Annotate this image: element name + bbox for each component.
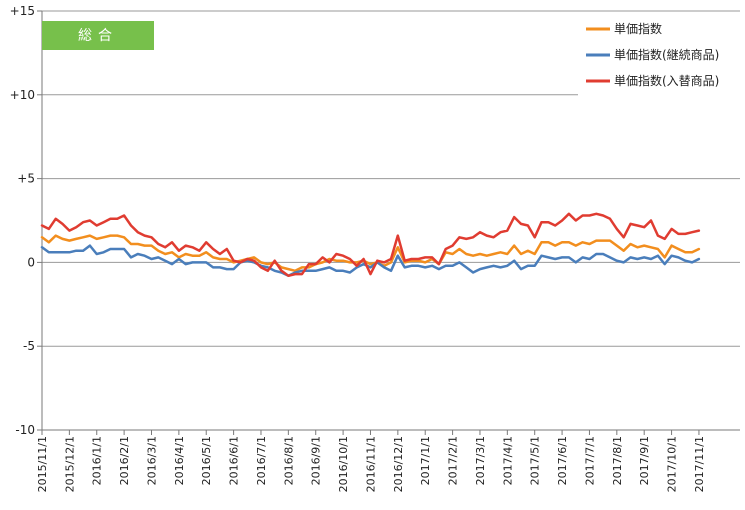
x-tick-label-16: 2017/3/1 — [474, 436, 487, 485]
y-tick-label-2: +5 — [17, 172, 35, 186]
badge: 総合 — [42, 21, 154, 50]
series-line-0 — [40, 234, 701, 273]
x-tick-label-8: 2016/7/1 — [255, 436, 268, 485]
x-tick-label-21: 2017/8/1 — [611, 436, 624, 485]
x-tick-label-18: 2017/5/1 — [529, 436, 542, 485]
x-tick-label-12: 2016/11/1 — [364, 436, 377, 492]
x-tick-label-14: 2017/1/1 — [419, 436, 432, 485]
badge-background — [42, 21, 154, 50]
x-tick-label-19: 2017/6/1 — [556, 436, 569, 485]
y-tick-label-0: +15 — [10, 4, 35, 18]
x-tick-label-17: 2017/4/1 — [501, 436, 514, 485]
badge-label: 総合 — [78, 28, 118, 44]
legend-label-2: 単価指数(入替商品) — [614, 73, 719, 88]
x-tick-label-3: 2016/2/1 — [118, 436, 131, 485]
series-line-2 — [40, 212, 701, 278]
y-tick-label-1: +10 — [10, 88, 35, 102]
x-tick-label-7: 2016/6/1 — [228, 436, 241, 485]
x-tick-label-15: 2017/2/1 — [447, 436, 460, 485]
x-tick-label-22: 2017/9/1 — [638, 436, 651, 485]
x-tick-label-20: 2017/7/1 — [583, 436, 596, 485]
x-tick-label-10: 2016/9/1 — [310, 436, 323, 485]
x-tick-label-6: 2016/5/1 — [200, 436, 213, 485]
series-line-1 — [40, 244, 701, 278]
x-tick-label-11: 2016/10/1 — [337, 436, 350, 492]
x-tick-label-9: 2016/8/1 — [282, 436, 295, 485]
x-tick-label-24: 2017/11/1 — [693, 436, 706, 492]
legend-label-0: 単価指数 — [614, 21, 662, 36]
series-lines — [40, 212, 701, 278]
x-tick-label-23: 2017/10/1 — [666, 436, 679, 492]
legend-label-1: 単価指数(継続商品) — [614, 47, 719, 62]
x-tick-label-1: 2015/12/1 — [63, 436, 76, 492]
x-tick-label-4: 2016/3/1 — [145, 436, 158, 485]
y-tick-label-4: -5 — [23, 339, 35, 353]
y-tick-label-5: -10 — [15, 423, 35, 437]
y-tick-label-3: 0 — [27, 255, 35, 269]
y-axis-ticks: +15 +10 +5 0 -5 -10 — [10, 4, 42, 437]
x-axis: 2015/11/1 2015/12/1 2016/1/1 2016/2/1 2016/3… — [36, 11, 740, 492]
x-tick-label-5: 2016/4/1 — [173, 436, 186, 485]
x-tick-label-2: 2016/1/1 — [91, 436, 104, 485]
x-tick-label-13: 2016/12/1 — [392, 436, 405, 492]
x-tick-label-0: 2015/11/1 — [36, 436, 49, 492]
